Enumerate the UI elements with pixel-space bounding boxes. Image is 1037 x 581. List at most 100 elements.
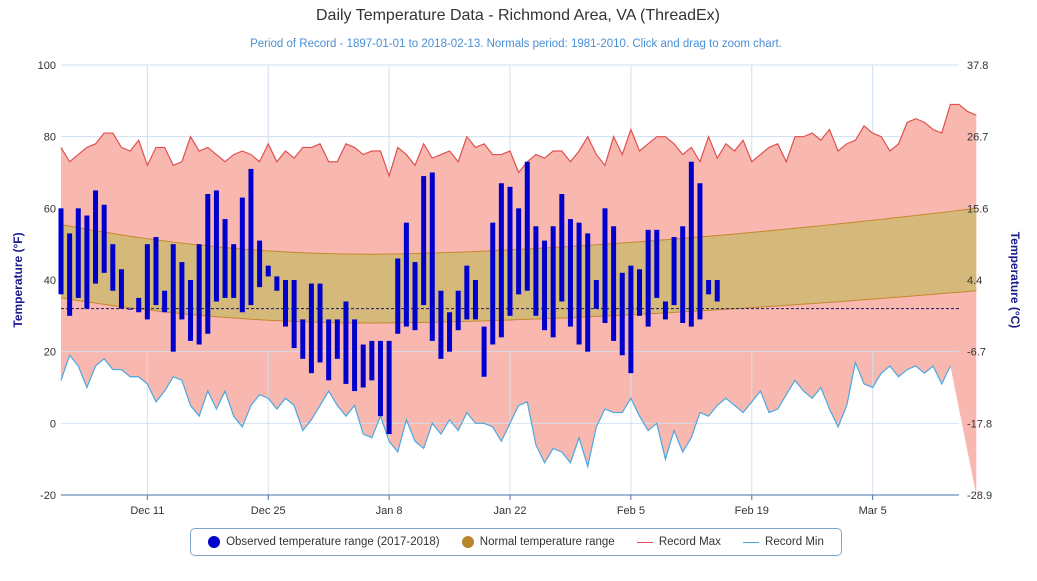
observed-bar-47 bbox=[464, 265, 470, 320]
y-tick-right-4: 15.6 bbox=[967, 203, 988, 215]
record-max-line bbox=[60, 103, 977, 179]
observed-bar-15 bbox=[188, 280, 194, 341]
observed-bar-24 bbox=[265, 265, 271, 277]
observed-bar-51 bbox=[498, 183, 504, 338]
observed-bar-66 bbox=[628, 265, 634, 374]
observed-bar-57 bbox=[550, 226, 556, 338]
legend-item-normal[interactable]: Normal temperature range bbox=[461, 536, 615, 548]
observed-bar-62 bbox=[593, 280, 599, 309]
observed-bar-20 bbox=[231, 244, 237, 298]
observed-bar-12 bbox=[162, 290, 168, 313]
chart-title: Daily Temperature Data - Richmond Area, … bbox=[316, 7, 720, 24]
y-tick-left-3: 40 bbox=[44, 275, 56, 287]
observed-bar-42 bbox=[421, 176, 427, 306]
x-tick-label-0: Dec 11 bbox=[130, 505, 164, 517]
observed-bar-11 bbox=[153, 237, 159, 306]
y-tick-left-1: 0 bbox=[50, 418, 56, 430]
observed-bar-6 bbox=[110, 244, 116, 291]
observed-bar-43 bbox=[429, 172, 435, 341]
observed-bar-67 bbox=[637, 269, 643, 316]
below-record-min-area bbox=[61, 355, 977, 495]
observed-bar-25 bbox=[274, 276, 280, 291]
y-axis-title-right: Temperature (°C) bbox=[1008, 232, 1022, 329]
observed-bar-9 bbox=[136, 297, 142, 313]
observed-bar-41 bbox=[412, 262, 418, 331]
observed-bar-37 bbox=[377, 340, 383, 417]
observed-bar-27 bbox=[291, 280, 297, 349]
y-tick-right-5: 26.7 bbox=[967, 132, 988, 144]
observed-bar-7 bbox=[118, 269, 124, 309]
observed-bar-65 bbox=[619, 272, 625, 356]
observed-bar-2 bbox=[75, 208, 81, 298]
observed-bar-70 bbox=[662, 301, 668, 320]
plot-area[interactable]: -20 0 20 40 60 80 100 -28.9 -17.8 -6.7 4.4 15.6 26.7… bbox=[38, 60, 992, 517]
y-tick-right-6: 37.8 bbox=[967, 60, 988, 72]
observed-bar-36 bbox=[369, 340, 375, 381]
observed-bar-50 bbox=[490, 222, 496, 345]
observed-bar-35 bbox=[360, 344, 366, 388]
observed-dot-icon bbox=[208, 536, 221, 548]
observed-bar-73 bbox=[688, 161, 694, 327]
observed-bar-72 bbox=[680, 226, 686, 323]
observed-bar-38 bbox=[386, 340, 392, 435]
chart-legend: Observed temperature range (2017-2018) N… bbox=[190, 528, 842, 556]
observed-bar-76 bbox=[714, 280, 720, 302]
chart-subtitle: Period of Record - 1897-01-01 to 2018-02… bbox=[250, 38, 782, 50]
observed-bar-44 bbox=[438, 290, 444, 359]
record-max-line-icon bbox=[636, 541, 653, 543]
observed-bar-13 bbox=[170, 244, 176, 352]
observed-bar-14 bbox=[179, 262, 185, 320]
observed-bar-5 bbox=[101, 204, 107, 273]
observed-bar-40 bbox=[403, 222, 409, 327]
record-min-line-icon bbox=[743, 541, 760, 543]
observed-bar-74 bbox=[697, 183, 703, 320]
x-tick-label-3: Jan 22 bbox=[493, 505, 526, 517]
legend-item-record-max[interactable]: Record Max bbox=[636, 536, 721, 548]
y-tick-right-0: -28.9 bbox=[967, 490, 992, 502]
observed-bar-16 bbox=[196, 244, 202, 345]
normal-low-line bbox=[60, 290, 977, 324]
observed-bar-56 bbox=[542, 240, 548, 331]
legend-label-record-max: Record Max bbox=[658, 536, 721, 548]
y-tick-right-2: -6.7 bbox=[967, 347, 986, 359]
observed-bar-26 bbox=[283, 280, 288, 327]
observed-bar-61 bbox=[585, 233, 591, 352]
observed-bar-10 bbox=[144, 244, 150, 320]
observed-bar-17 bbox=[205, 194, 211, 334]
legend-item-observed[interactable]: Observed temperature range (2017-2018) bbox=[208, 536, 440, 548]
x-tick-label-6: Mar 5 bbox=[859, 505, 887, 517]
x-tick-label-2: Jan 8 bbox=[376, 505, 403, 517]
observed-bar-53 bbox=[516, 208, 522, 295]
observed-bar-69 bbox=[654, 229, 660, 298]
observed-bar-29 bbox=[308, 283, 314, 374]
observed-bar-1 bbox=[67, 233, 73, 316]
observed-bar-21 bbox=[239, 197, 245, 313]
y-tick-right-1: -17.8 bbox=[967, 418, 992, 430]
observed-bar-71 bbox=[671, 237, 677, 306]
observed-bar-18 bbox=[213, 190, 219, 302]
observed-bar-58 bbox=[559, 194, 565, 302]
normal-dot-icon bbox=[461, 536, 474, 548]
observed-bar-31 bbox=[326, 319, 332, 381]
y-tick-left-5: 80 bbox=[44, 132, 56, 144]
observed-bar-64 bbox=[611, 226, 617, 341]
observed-bar-34 bbox=[352, 319, 358, 392]
observed-bar-32 bbox=[334, 319, 340, 359]
y-tick-left-0: -20 bbox=[40, 490, 56, 502]
observed-bar-49 bbox=[481, 326, 487, 377]
observed-bar-19 bbox=[222, 219, 228, 298]
y-axis-title-left: Temperature (°F) bbox=[11, 232, 25, 327]
observed-bar-30 bbox=[317, 283, 323, 363]
legend-label-observed: Observed temperature range (2017-2018) bbox=[226, 536, 440, 548]
observed-bar-39 bbox=[395, 258, 401, 334]
observed-bar-59 bbox=[567, 219, 573, 327]
x-tick-label-1: Dec 25 bbox=[251, 505, 286, 517]
observed-bar-55 bbox=[533, 226, 539, 316]
observed-bar-54 bbox=[524, 161, 530, 291]
observed-bar-60 bbox=[576, 222, 582, 345]
y-tick-left-2: 20 bbox=[44, 347, 56, 359]
observed-bar-68 bbox=[645, 229, 651, 327]
observed-bar-46 bbox=[455, 290, 461, 331]
legend-item-record-min[interactable]: Record Min bbox=[743, 536, 824, 548]
